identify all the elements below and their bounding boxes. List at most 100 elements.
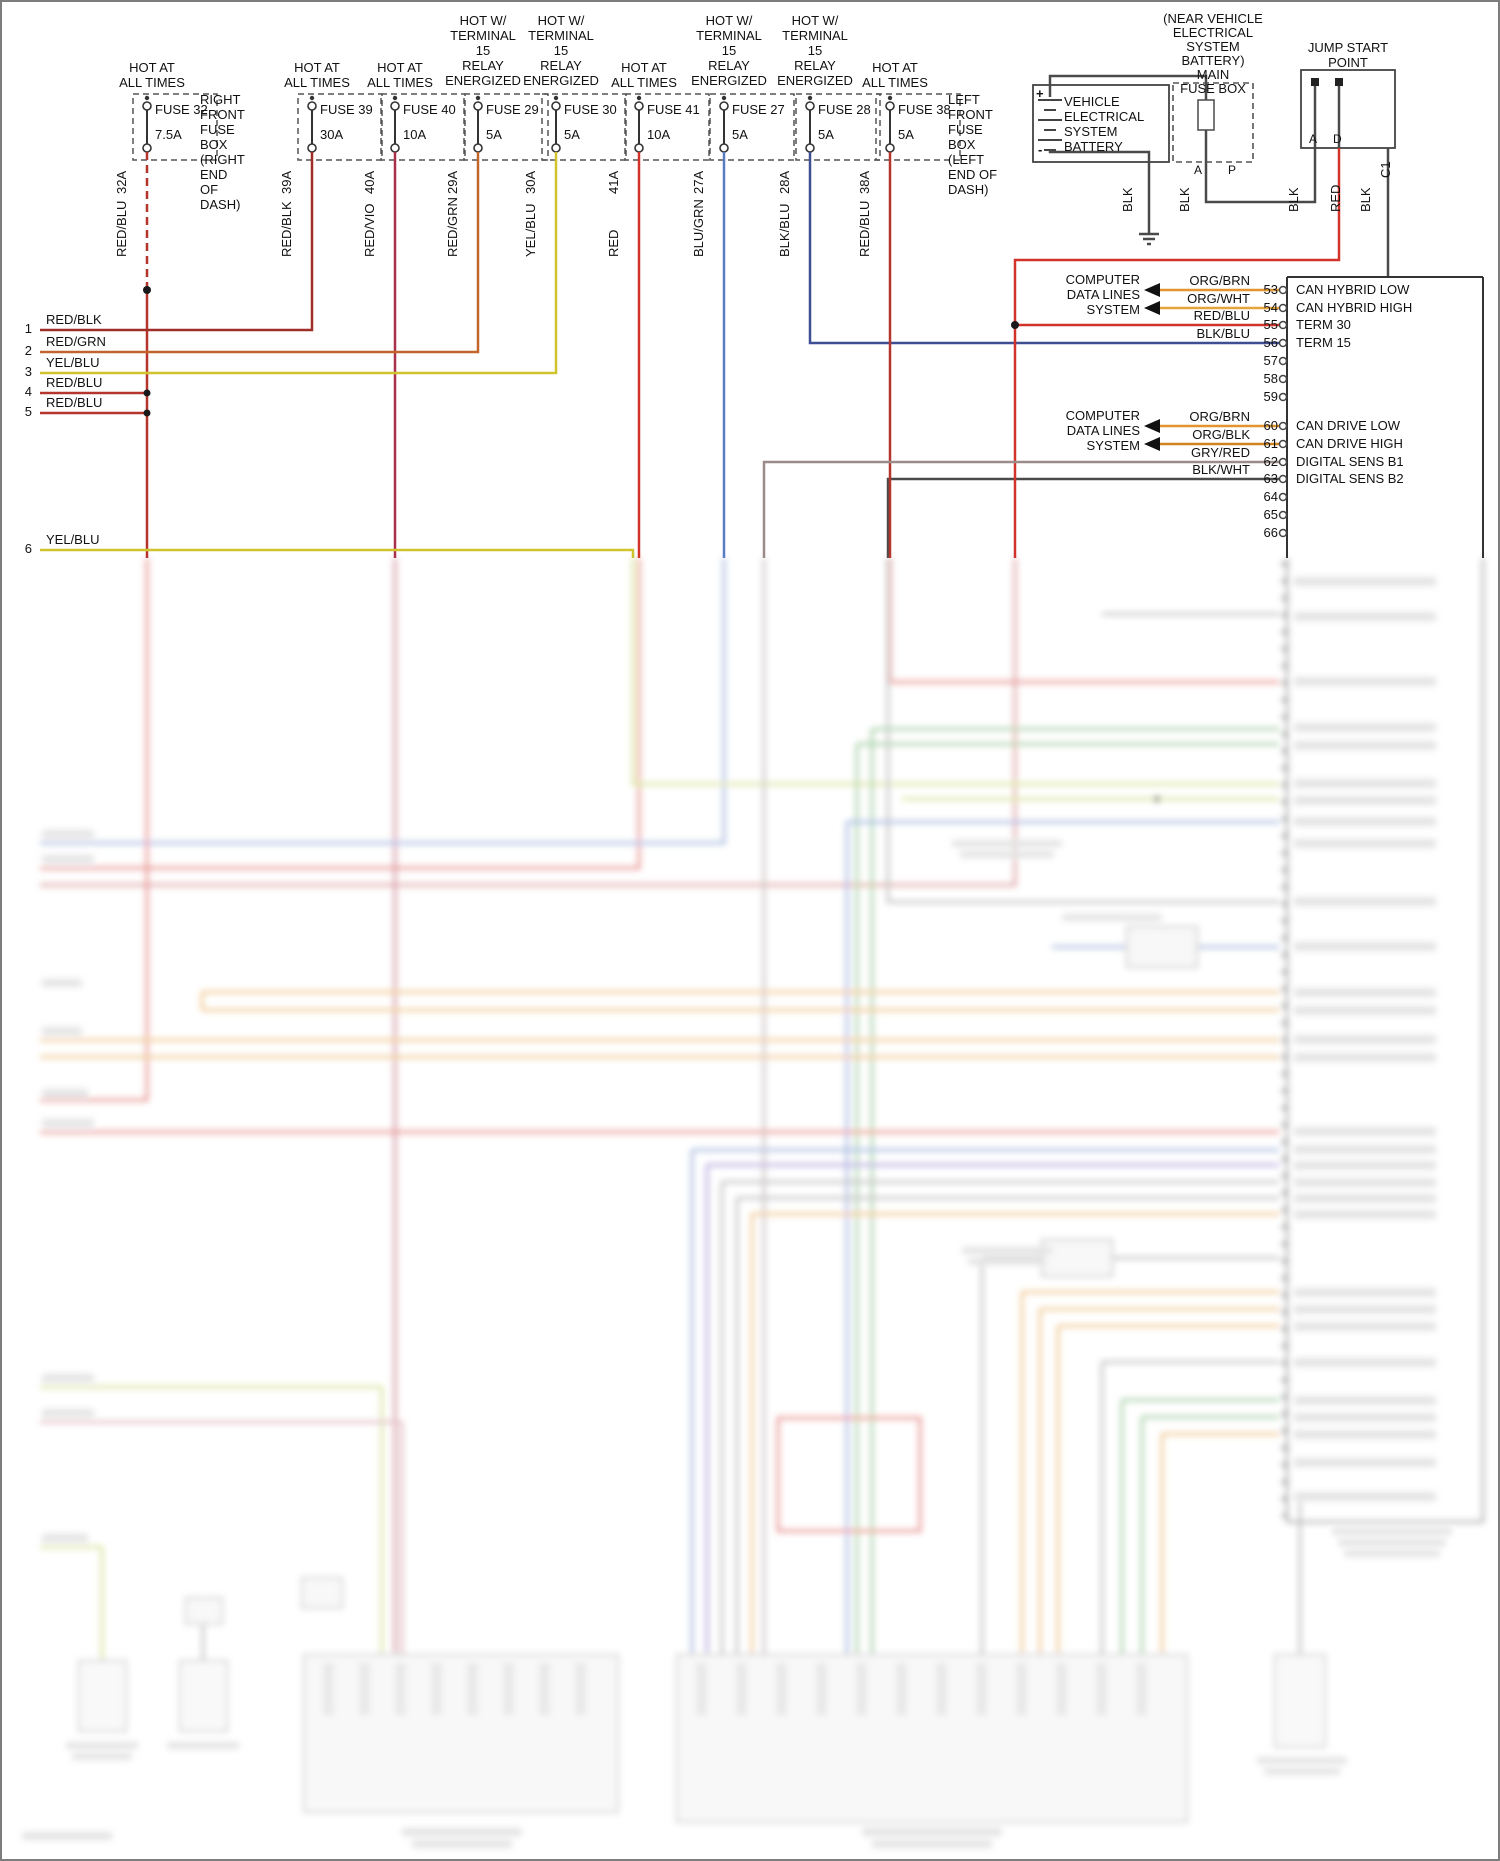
fuse-header: HOT AT ALL TIMES bbox=[611, 60, 677, 90]
terminal-a: A bbox=[1194, 163, 1203, 177]
terminal-d: D bbox=[1333, 132, 1342, 146]
circuit-number: 28A bbox=[777, 170, 792, 194]
circuit-number: 32A bbox=[114, 170, 129, 194]
fuse-name: FUSE 27 bbox=[732, 102, 785, 117]
data-line-arrows bbox=[1144, 283, 1160, 451]
fuse-amps: 10A bbox=[647, 127, 671, 142]
pin-wire-color: ORG/BRN bbox=[1189, 409, 1250, 424]
pin-wire-color: ORG/WHT bbox=[1187, 291, 1250, 306]
wire-30a-yel-blu bbox=[40, 152, 558, 375]
battery-symbol bbox=[1038, 99, 1062, 151]
fuse-amps: 5A bbox=[818, 127, 834, 142]
fuse-header: HOT AT ALL TIMES bbox=[284, 60, 350, 90]
pin-number: 56 bbox=[1263, 335, 1278, 350]
fuse-amps: 5A bbox=[732, 127, 748, 142]
junction-dots bbox=[143, 286, 1019, 417]
wire-color-label: YEL/BLU bbox=[523, 203, 538, 257]
wire-color-label: BLU/GRN bbox=[691, 199, 706, 257]
fuse-header: HOT AT ALL TIMES bbox=[862, 60, 928, 90]
connector-pins bbox=[1278, 285, 1288, 538]
wire-battery-to-mainfuse bbox=[1048, 74, 1208, 100]
circuit-number: 39A bbox=[279, 170, 294, 194]
circuit-number: 27A bbox=[691, 170, 706, 194]
pin-number: 58 bbox=[1263, 371, 1278, 386]
row-wire-color: YEL/BLU bbox=[46, 355, 100, 370]
pin-signal-label: CAN DRIVE HIGH bbox=[1296, 436, 1403, 451]
blurred-caption-placeholders bbox=[22, 830, 1452, 1848]
row-number: 3 bbox=[24, 364, 32, 379]
pin-number: 61 bbox=[1263, 436, 1278, 451]
main-fuse-box-label: (NEAR VEHICLE ELECTRICAL SYSTEM BATTERY)… bbox=[1163, 11, 1263, 96]
row-number: 4 bbox=[24, 384, 32, 399]
row-wire-color: YEL/BLU bbox=[46, 532, 100, 547]
row-number: 6 bbox=[24, 541, 32, 556]
wire-color-blk: BLK bbox=[1286, 187, 1301, 212]
pin-signal-label: DIGITAL SENS B1 bbox=[1296, 454, 1404, 469]
ground-symbol bbox=[1139, 232, 1159, 246]
fuse-name: FUSE 29 bbox=[486, 102, 539, 117]
wire-term30-red bbox=[1013, 148, 1341, 558]
wire-color-blk: BLK bbox=[1358, 187, 1373, 212]
wire-color-label: RED/GRN bbox=[445, 197, 460, 257]
circuit-number: 40A bbox=[362, 170, 377, 194]
row-wire-color: RED/BLK bbox=[46, 312, 102, 327]
pin-number: 55 bbox=[1263, 317, 1278, 332]
pin-number: 57 bbox=[1263, 353, 1278, 368]
fuse-header: HOT AT ALL TIMES bbox=[119, 60, 185, 90]
pin-number: 59 bbox=[1263, 389, 1278, 404]
pin-number: 63 bbox=[1263, 471, 1278, 486]
pin-number: 64 bbox=[1263, 489, 1278, 504]
row-wire-color: RED/BLU bbox=[46, 395, 103, 410]
computer-data-lines-label: COMPUTER DATA LINES SYSTEM bbox=[1065, 408, 1140, 453]
jump-start-label: JUMP START POINT bbox=[1307, 40, 1389, 70]
computer-data-lines-label: COMPUTER DATA LINES SYSTEM bbox=[1065, 272, 1140, 317]
fuse-header: HOT W/ TERMINAL 15 RELAY ENERGIZED bbox=[445, 13, 521, 88]
pin-signal-label: CAN HYBRID HIGH bbox=[1296, 300, 1413, 315]
wire-color-blk: BLK bbox=[1120, 187, 1135, 212]
circuit-number: 29A bbox=[445, 170, 460, 194]
wire-color-label: RED/BLU bbox=[857, 200, 872, 257]
jump-start-box bbox=[1300, 69, 1396, 149]
battery-label: VEHICLE ELECTRICAL SYSTEM BATTERY bbox=[1064, 94, 1145, 154]
pin-signal-label: CAN DRIVE LOW bbox=[1296, 418, 1401, 433]
wire-39a-red-blk bbox=[40, 152, 314, 332]
row-wire-color: RED/GRN bbox=[46, 334, 106, 349]
circuit-number: 41A bbox=[606, 170, 621, 194]
battery-plus: + bbox=[1036, 86, 1044, 101]
fuse-amps: 5A bbox=[898, 127, 914, 142]
pin-signal-label: CAN HYBRID LOW bbox=[1296, 282, 1410, 297]
wire-color-blk: BLK bbox=[1177, 187, 1192, 212]
wire-29a-red-grn bbox=[40, 152, 480, 354]
fuse-name: FUSE 41 bbox=[647, 102, 700, 117]
pin-number: 60 bbox=[1263, 418, 1278, 433]
fuse-name: FUSE 40 bbox=[403, 102, 456, 117]
terminal-p: P bbox=[1228, 163, 1237, 177]
black-wires bbox=[886, 74, 1390, 558]
fuse-header: HOT W/ TERMINAL 15 RELAY ENERGIZED bbox=[691, 13, 767, 88]
terminal-a: A bbox=[1309, 132, 1318, 146]
pin-number: 54 bbox=[1263, 300, 1278, 315]
terminal-c1: C1 bbox=[1378, 161, 1393, 178]
fuse-name: FUSE 32 bbox=[155, 102, 208, 117]
pin-wire-color: BLK/WHT bbox=[1192, 462, 1250, 477]
fuse-amps: 7.5A bbox=[155, 127, 182, 142]
pin-wire-color: ORG/BLK bbox=[1192, 427, 1250, 442]
fuse-name: FUSE 28 bbox=[818, 102, 871, 117]
row-wire-color: RED/BLU bbox=[46, 375, 103, 390]
pin-number: 53 bbox=[1263, 282, 1278, 297]
wire-color-label: RED/VIO bbox=[362, 203, 377, 257]
wire-28a-blk-blu-term15 bbox=[808, 152, 1279, 345]
pin-signal-label: TERM 30 bbox=[1296, 317, 1351, 332]
row-number: 2 bbox=[24, 343, 32, 358]
fuse-amps: 10A bbox=[403, 127, 427, 142]
pin-wire-color: RED/BLU bbox=[1193, 308, 1250, 323]
circuit-wires bbox=[40, 148, 1341, 558]
blurred-lower-diagram bbox=[22, 558, 1484, 1848]
pin-wire-color: GRY/RED bbox=[1191, 445, 1250, 460]
circuit-number: 30A bbox=[523, 170, 538, 194]
wire-mainfuse-to-jumpstart bbox=[1204, 130, 1317, 204]
fuse-header: HOT AT ALL TIMES bbox=[367, 60, 433, 90]
wire-color-label: RED/BLK bbox=[279, 201, 294, 257]
